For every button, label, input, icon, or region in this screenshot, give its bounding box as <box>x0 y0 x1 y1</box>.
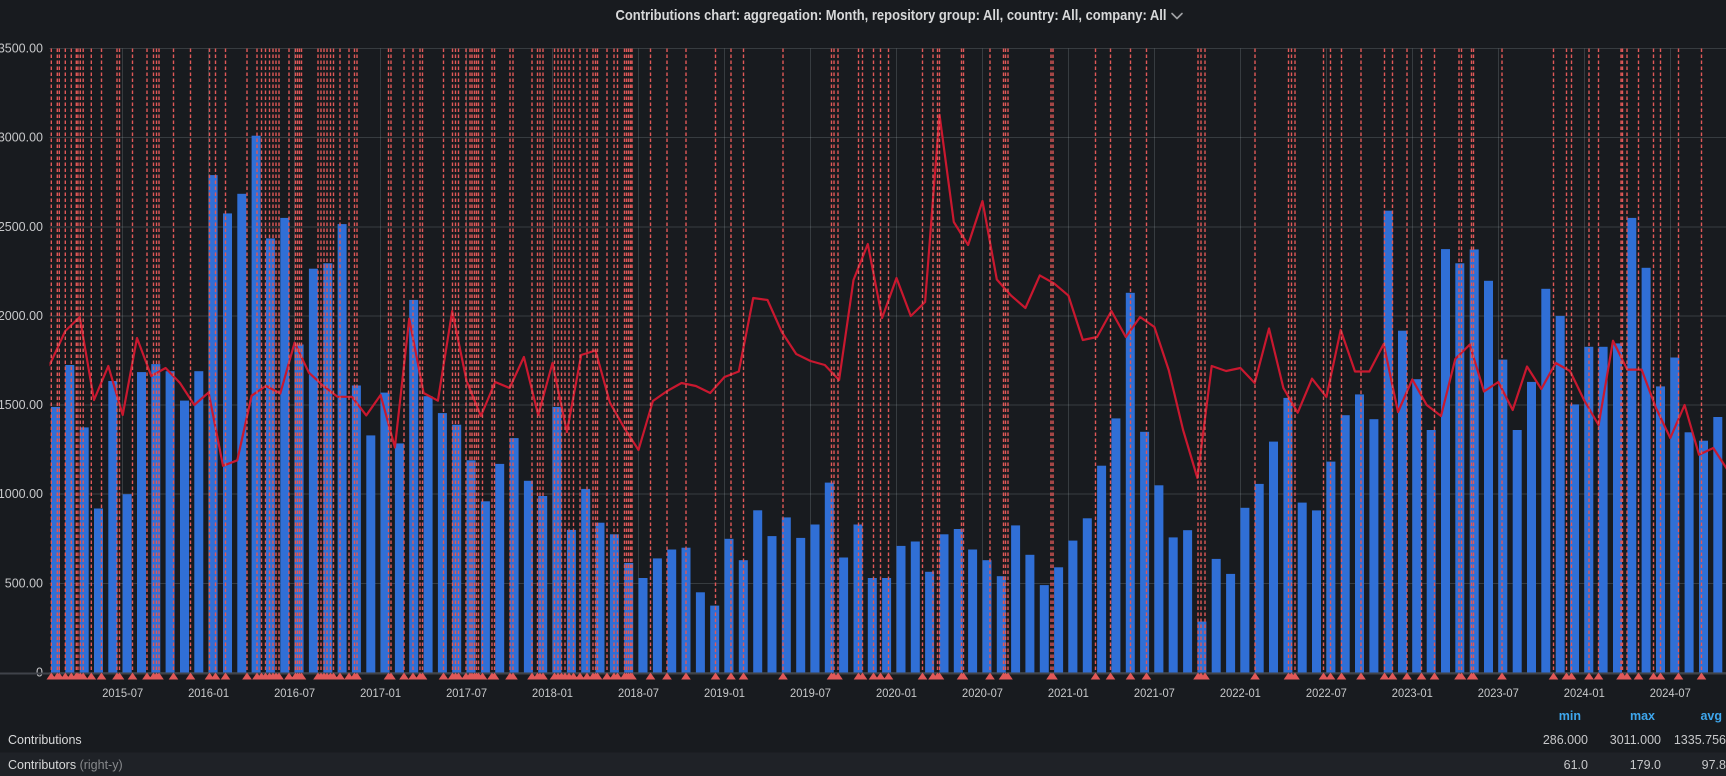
svg-text:1500.00: 1500.00 <box>0 398 43 412</box>
svg-text:2021-01: 2021-01 <box>1048 686 1089 700</box>
svg-text:2020-01: 2020-01 <box>876 686 917 700</box>
svg-text:avg: avg <box>1700 709 1722 723</box>
svg-text:2000.00: 2000.00 <box>0 309 43 323</box>
svg-text:2023-07: 2023-07 <box>1478 686 1519 700</box>
svg-text:2500.00: 2500.00 <box>0 220 43 234</box>
svg-text:2017-01: 2017-01 <box>360 686 401 700</box>
svg-text:2020-07: 2020-07 <box>962 686 1003 700</box>
svg-text:500.00: 500.00 <box>5 576 43 590</box>
svg-text:2017-07: 2017-07 <box>446 686 487 700</box>
svg-text:3500.00: 3500.00 <box>0 42 43 56</box>
svg-text:2019-01: 2019-01 <box>704 686 745 700</box>
svg-text:Contributions chart: aggregati: Contributions chart: aggregation: Month,… <box>616 7 1167 24</box>
svg-text:2019-07: 2019-07 <box>790 686 831 700</box>
svg-text:3000.00: 3000.00 <box>0 131 43 145</box>
svg-text:286.000: 286.000 <box>1543 733 1588 747</box>
svg-text:2024-07: 2024-07 <box>1650 686 1691 700</box>
svg-text:2024-01: 2024-01 <box>1564 686 1605 700</box>
svg-text:97.8: 97.8 <box>1702 758 1726 772</box>
svg-text:max: max <box>1630 709 1655 723</box>
svg-text:1335.756: 1335.756 <box>1674 733 1726 747</box>
svg-text:3011.000: 3011.000 <box>1610 733 1661 747</box>
svg-text:2022-01: 2022-01 <box>1220 686 1261 700</box>
svg-text:Contributions: Contributions <box>8 733 82 747</box>
svg-text:2022-07: 2022-07 <box>1306 686 1347 700</box>
svg-text:Contributors (right-y): Contributors (right-y) <box>8 758 123 772</box>
svg-text:61.0: 61.0 <box>1564 758 1588 772</box>
svg-text:min: min <box>1559 709 1581 723</box>
svg-text:2016-07: 2016-07 <box>274 686 315 700</box>
svg-text:2023-01: 2023-01 <box>1392 686 1433 700</box>
svg-text:179.0: 179.0 <box>1630 758 1661 772</box>
svg-text:1000.00: 1000.00 <box>0 487 43 501</box>
svg-text:2021-07: 2021-07 <box>1134 686 1175 700</box>
svg-text:2018-07: 2018-07 <box>618 686 659 700</box>
svg-text:2015-07: 2015-07 <box>102 686 143 700</box>
svg-text:2016-01: 2016-01 <box>188 686 229 700</box>
svg-text:2018-01: 2018-01 <box>532 686 573 700</box>
